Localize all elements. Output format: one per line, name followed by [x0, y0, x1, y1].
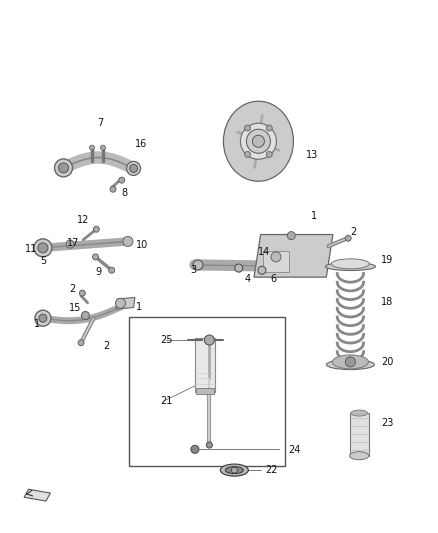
- Circle shape: [100, 145, 106, 150]
- Ellipse shape: [332, 355, 368, 369]
- Text: 5: 5: [40, 256, 46, 265]
- Circle shape: [34, 239, 52, 257]
- Bar: [263, 251, 289, 272]
- Circle shape: [127, 161, 141, 175]
- Circle shape: [266, 151, 272, 157]
- Text: 1: 1: [34, 319, 40, 329]
- Circle shape: [287, 231, 295, 240]
- Bar: [196, 389, 214, 394]
- Circle shape: [244, 125, 251, 131]
- Text: 2: 2: [69, 284, 75, 294]
- Text: 1: 1: [311, 212, 317, 221]
- Circle shape: [119, 177, 125, 183]
- Ellipse shape: [351, 410, 367, 416]
- Circle shape: [266, 125, 272, 131]
- Text: 17: 17: [67, 238, 79, 248]
- Text: 25: 25: [160, 335, 173, 345]
- Circle shape: [116, 298, 125, 308]
- Circle shape: [206, 442, 212, 448]
- Circle shape: [89, 145, 95, 150]
- Ellipse shape: [350, 451, 369, 460]
- Text: 24: 24: [288, 445, 300, 455]
- Circle shape: [191, 445, 199, 454]
- Text: 22: 22: [265, 465, 278, 475]
- Text: 8: 8: [122, 189, 128, 198]
- Circle shape: [54, 159, 73, 177]
- Text: 18: 18: [381, 297, 393, 307]
- Text: 4: 4: [244, 274, 251, 284]
- Circle shape: [78, 340, 84, 346]
- Circle shape: [346, 357, 355, 367]
- Circle shape: [240, 123, 276, 159]
- Polygon shape: [24, 489, 50, 501]
- Circle shape: [252, 135, 265, 147]
- Circle shape: [35, 310, 51, 326]
- Circle shape: [258, 266, 266, 274]
- Text: 15: 15: [69, 303, 81, 312]
- Text: 12: 12: [77, 215, 89, 224]
- Circle shape: [205, 335, 214, 345]
- Text: 3: 3: [191, 265, 197, 274]
- Circle shape: [123, 237, 133, 246]
- Circle shape: [193, 260, 203, 270]
- Ellipse shape: [325, 262, 375, 271]
- Circle shape: [109, 267, 115, 273]
- Text: 13: 13: [306, 150, 318, 159]
- Ellipse shape: [223, 101, 293, 181]
- Circle shape: [38, 243, 48, 253]
- Text: 19: 19: [381, 255, 393, 265]
- Circle shape: [93, 226, 99, 232]
- Polygon shape: [254, 235, 333, 277]
- Ellipse shape: [220, 464, 248, 476]
- Text: 23: 23: [381, 418, 393, 427]
- Bar: [350, 413, 369, 456]
- Circle shape: [81, 311, 89, 320]
- Text: 7: 7: [97, 118, 103, 127]
- Text: 10: 10: [136, 240, 148, 249]
- Text: 6: 6: [271, 274, 277, 284]
- Circle shape: [79, 290, 85, 296]
- Text: 21: 21: [160, 396, 172, 406]
- Text: 16: 16: [135, 140, 147, 149]
- Circle shape: [110, 186, 116, 192]
- Bar: [129, 317, 285, 466]
- Circle shape: [130, 164, 138, 173]
- Text: 20: 20: [381, 358, 393, 367]
- Text: 14: 14: [258, 247, 270, 257]
- Circle shape: [66, 240, 74, 248]
- Circle shape: [271, 252, 281, 262]
- Text: 2: 2: [103, 341, 109, 351]
- Ellipse shape: [225, 466, 244, 474]
- Text: 11: 11: [25, 244, 38, 254]
- Circle shape: [39, 314, 47, 322]
- Ellipse shape: [326, 360, 374, 369]
- Circle shape: [235, 264, 243, 272]
- Circle shape: [345, 235, 351, 241]
- Polygon shape: [116, 297, 135, 309]
- Circle shape: [247, 129, 270, 154]
- Circle shape: [59, 163, 68, 173]
- Circle shape: [92, 254, 99, 260]
- Text: 1: 1: [136, 302, 142, 312]
- Ellipse shape: [332, 259, 369, 269]
- Text: 2: 2: [350, 227, 357, 237]
- Circle shape: [231, 467, 237, 473]
- Bar: [195, 338, 215, 392]
- Circle shape: [244, 151, 251, 157]
- Text: 9: 9: [95, 268, 102, 277]
